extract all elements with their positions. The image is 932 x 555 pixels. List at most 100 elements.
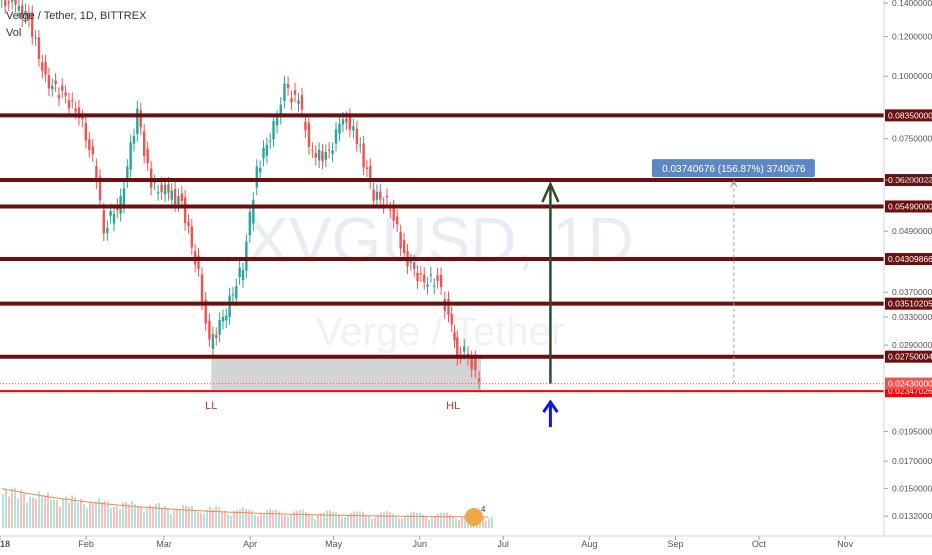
volume-bar	[383, 512, 385, 528]
volume-bar	[254, 514, 256, 528]
candle-body	[379, 191, 382, 200]
time-tick-label: Aug	[581, 539, 597, 549]
volume-bar	[380, 512, 382, 528]
candle-body	[17, 6, 21, 11]
candle-body	[102, 210, 105, 234]
volume-bar	[368, 516, 370, 528]
candle-body	[238, 267, 241, 278]
level-label-box	[885, 297, 932, 310]
volume-bar	[230, 515, 232, 528]
candle-body	[262, 147, 265, 159]
candle-body	[275, 117, 279, 126]
candle-body	[395, 216, 399, 225]
volume-bar	[401, 518, 403, 528]
candle-body	[24, 10, 27, 17]
volume-bar	[65, 496, 67, 528]
volume-bar	[155, 503, 157, 528]
candle-body	[389, 209, 392, 211]
volume-bar	[428, 519, 430, 528]
candle-body	[61, 85, 64, 91]
candle-body	[365, 167, 369, 170]
candle-body	[98, 176, 102, 201]
measure-arrow	[730, 179, 738, 188]
volume-bar	[56, 500, 58, 528]
time-tick-label: Oct	[752, 539, 767, 549]
volume-bar	[212, 508, 214, 528]
candle-body	[439, 274, 443, 288]
candle-body	[129, 142, 132, 170]
candle-body	[231, 294, 235, 296]
volume-bar	[326, 510, 328, 528]
volume-bar	[194, 509, 196, 528]
candle-body	[215, 334, 218, 338]
volume-bar	[419, 512, 421, 528]
candle-body	[67, 100, 71, 109]
volume-bar	[449, 514, 451, 528]
candle-body	[106, 227, 109, 234]
volume-bar	[491, 516, 493, 528]
candle-body	[269, 140, 272, 142]
level-label: 0.02347026	[888, 386, 932, 396]
volume-bar	[371, 518, 373, 528]
candle-body	[64, 92, 67, 96]
candle-body	[44, 62, 47, 75]
candle-body	[143, 131, 146, 156]
volume-bar	[344, 517, 346, 528]
volume-bar	[311, 514, 313, 528]
volume-bar	[413, 511, 415, 528]
volume-bar	[20, 490, 22, 528]
volume-bar	[95, 501, 97, 528]
candle-body	[352, 126, 355, 131]
volume-badge	[465, 508, 483, 526]
candle-body	[293, 90, 297, 95]
measure-label: 0.03740676 (156.87%) 3740676	[662, 164, 806, 175]
candle-body	[187, 221, 190, 226]
volume-bar	[365, 514, 367, 528]
volume-bar	[431, 517, 433, 528]
candle-body	[324, 151, 328, 160]
drawings: LL HL 0.03740676 (156.87%) 3740676	[205, 159, 815, 428]
candle-body	[57, 94, 61, 99]
candle-body	[311, 149, 314, 151]
volume-bar	[461, 516, 463, 528]
candle-body	[27, 12, 31, 20]
volume-bar	[278, 511, 280, 528]
volume-bar	[197, 511, 199, 528]
volume-bar	[248, 509, 250, 528]
volume-bar	[233, 510, 235, 528]
volume-bar	[80, 499, 82, 528]
volume-bar	[293, 511, 295, 528]
candle-body	[167, 184, 170, 193]
volume-bar	[446, 512, 448, 528]
candle-body	[21, 5, 24, 20]
volume-bar	[176, 508, 178, 528]
volume-bar	[422, 514, 424, 528]
volume-bar	[32, 497, 34, 528]
volume-bar	[269, 508, 271, 528]
candle-body	[300, 95, 304, 110]
level-label: 0.06200022	[888, 175, 932, 185]
volume-bar	[323, 512, 325, 528]
time-tick-label: Feb	[78, 539, 94, 549]
volume-bar	[8, 496, 10, 528]
volume-bar	[146, 509, 148, 528]
volume-bar	[287, 516, 289, 528]
candle-body	[265, 144, 269, 156]
candle-body	[341, 119, 345, 125]
candle-body	[304, 121, 307, 131]
volume-bar	[458, 519, 460, 528]
volume-bar	[488, 518, 490, 528]
volume-bar	[353, 511, 355, 528]
candle-body	[221, 317, 225, 322]
candle-body	[252, 199, 255, 224]
candle-body	[7, 2, 10, 4]
volume-bar	[302, 509, 304, 528]
candle-body	[241, 270, 245, 280]
volume-bar	[296, 510, 298, 528]
candle-body	[54, 80, 57, 85]
